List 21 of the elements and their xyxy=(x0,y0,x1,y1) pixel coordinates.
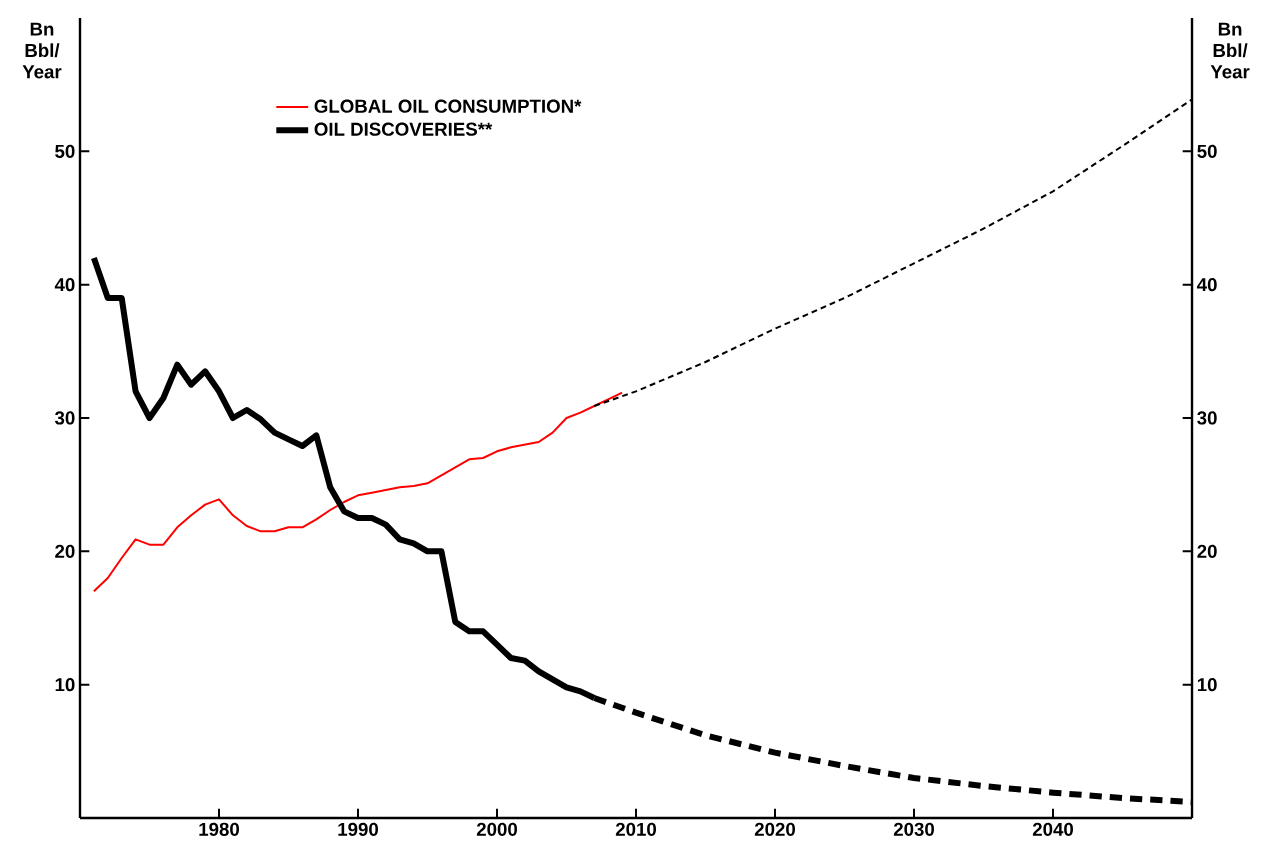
y2-axis-title: Bn Bbl/ Year xyxy=(1210,22,1250,79)
y2-tick-label: 10 xyxy=(1197,678,1217,692)
legend-label: GLOBAL OIL CONSUMPTION* xyxy=(314,99,582,113)
y2-tick-label: 30 xyxy=(1197,411,1217,425)
legend-label: OIL DISCOVERIES** xyxy=(314,122,493,136)
y2-tick-label: 50 xyxy=(1197,144,1217,158)
x-tick-label: 2020 xyxy=(754,822,795,836)
y-tick-label: 10 xyxy=(55,678,75,692)
x-tick-label: 1990 xyxy=(338,822,378,836)
y2-tick-label: 40 xyxy=(1197,278,1217,292)
y-tick-label: 40 xyxy=(54,278,75,292)
y-tick-label: 50 xyxy=(55,144,75,158)
y-tick-label: 30 xyxy=(54,411,75,425)
x-tick-label: 2000 xyxy=(476,822,517,836)
y-axis-title: Bn Bbl/ Year xyxy=(22,22,62,79)
x-tick-label: 2010 xyxy=(615,822,656,836)
x-tick-label: 1980 xyxy=(199,822,239,836)
x-tick-label: 2030 xyxy=(893,822,934,836)
y2-tick-label: 20 xyxy=(1197,544,1217,558)
y-tick-label: 20 xyxy=(55,544,75,558)
x-tick-label: 2040 xyxy=(1032,822,1073,836)
